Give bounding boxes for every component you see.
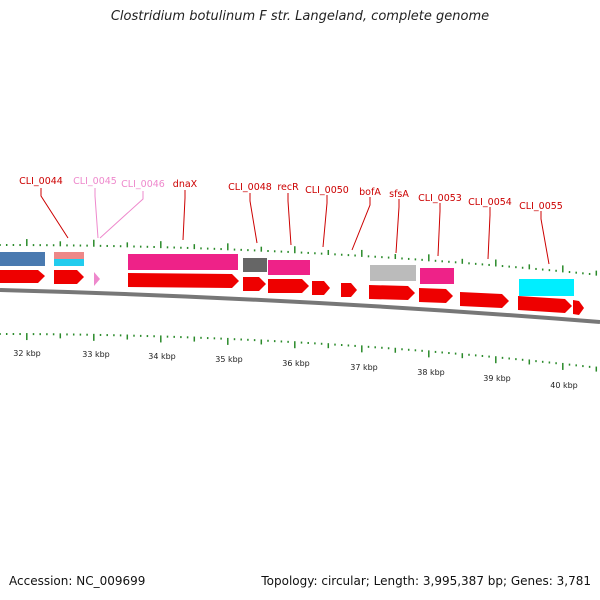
leader-line [94,188,99,239]
feature-box[interactable] [0,252,45,266]
leader-line [40,188,69,239]
kbp-labels: 32 kbp 33 kbp 34 kbp 35 kbp 36 kbp 37 kb… [13,349,578,390]
kbp-label: 38 kbp [417,368,445,377]
gene-label-dnax[interactable]: dnaX [173,179,198,190]
feature-box[interactable] [519,279,574,296]
gene-label-cli-0044[interactable]: CLI_0044 [19,176,63,187]
leader-line [287,193,292,246]
kbp-label: 32 kbp [13,349,41,358]
feature-box[interactable] [268,260,310,275]
kbp-label: 34 kbp [148,352,176,361]
gene-label-cli-0050[interactable]: CLI_0050 [305,185,349,196]
feature-box[interactable] [370,265,416,281]
kbp-label: 40 kbp [550,381,578,390]
kbp-label: 33 kbp [82,350,110,359]
cds-arrow[interactable] [94,272,100,286]
cds-arrow[interactable] [54,270,84,284]
cds-arrow[interactable] [419,288,453,303]
cds-arrow[interactable] [243,277,266,291]
leader-line [487,207,491,260]
gene-label-sfsa[interactable]: sfsA [389,189,409,200]
topology-text: Topology: circular; Length: 3,995,387 bp… [261,574,591,588]
leader-line [322,195,328,248]
gene-label-cli-0053[interactable]: CLI_0053 [418,193,462,204]
map-title: Clostridium botulinum F str. Langeland, … [110,9,490,24]
cds-arrow[interactable] [0,270,45,283]
cds-track [0,270,584,315]
feature-box[interactable] [420,268,454,284]
cds-arrow[interactable] [460,292,509,308]
gene-label-leaders [40,188,550,265]
leader-line [249,193,258,244]
gene-label-cli-0048[interactable]: CLI_0048 [228,182,272,193]
gene-label-recr[interactable]: recR [277,182,299,193]
feature-box[interactable] [54,252,84,259]
feature-box[interactable] [128,254,238,270]
gene-labels: CLI_0044 CLI_0045 CLI_0046 dnaX CLI_0048… [19,176,563,212]
leader-line [182,190,186,241]
accession-text: Accession: NC_009699 [9,574,146,588]
kbp-label: 39 kbp [483,374,511,383]
leader-line [540,211,550,265]
feature-box[interactable] [54,259,84,266]
gene-label-cli-0046[interactable]: CLI_0046 [121,179,165,190]
feature-track [0,252,574,296]
gene-label-cli-0045[interactable]: CLI_0045 [73,176,117,187]
kbp-label: 36 kbp [282,359,310,368]
kbp-label: 37 kbp [350,363,378,372]
inner-ruler [0,333,598,372]
leader-line [99,191,144,239]
genome-backbone [0,288,600,324]
cds-arrow[interactable] [268,279,309,293]
cds-arrow[interactable] [341,283,357,297]
cds-arrow[interactable] [128,273,239,288]
cds-arrow[interactable] [312,281,330,295]
gene-label-cli-0054[interactable]: CLI_0054 [468,197,512,208]
outer-ruler [0,239,598,276]
cds-arrow[interactable] [369,285,415,300]
leader-line [437,203,441,257]
gene-label-bofa[interactable]: bofA [359,187,381,198]
leader-line [351,197,371,251]
cds-arrow[interactable] [518,296,572,313]
gene-label-cli-0055[interactable]: CLI_0055 [519,201,563,212]
feature-box[interactable] [243,258,267,272]
cds-arrow[interactable] [573,300,584,315]
kbp-label: 35 kbp [215,355,243,364]
leader-line [395,199,400,254]
